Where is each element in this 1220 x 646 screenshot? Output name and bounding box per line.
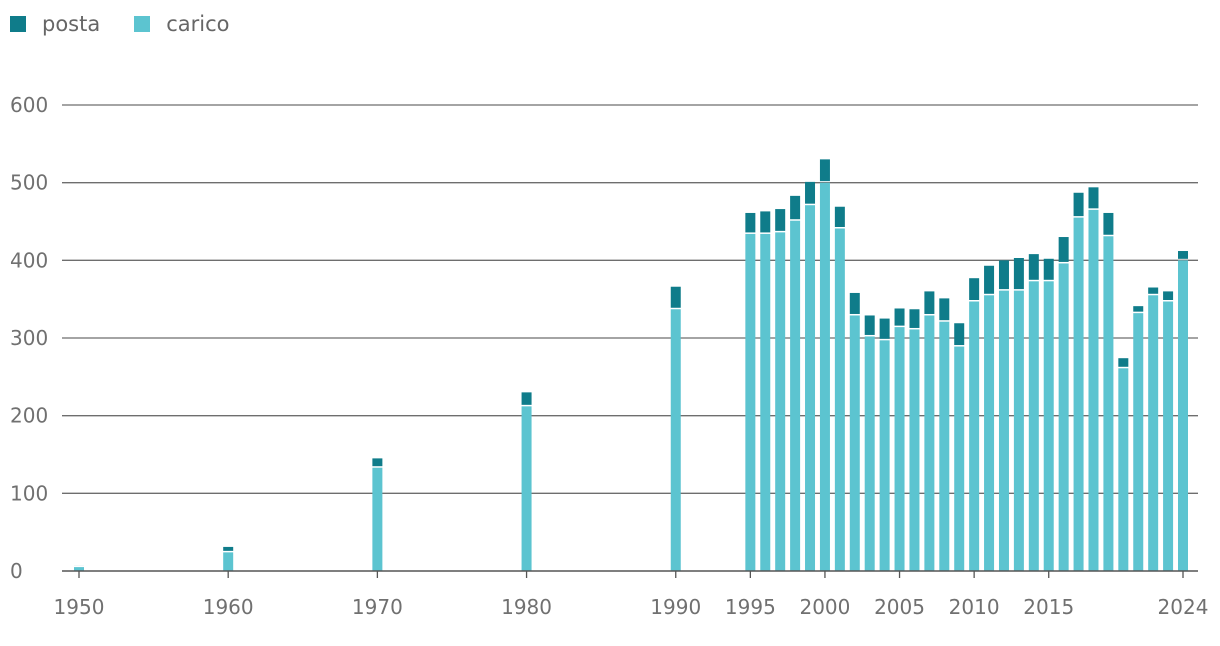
bar-carico [372,467,383,571]
bar-posta [775,209,786,231]
bar-posta [939,298,950,321]
bar-carico [1013,290,1024,571]
y-tick-label: 400 [10,248,48,272]
bar-posta [834,206,845,227]
legend: posta carico [10,12,264,36]
bar-carico [834,228,845,572]
legend-item-carico: carico [134,12,230,36]
x-tick-label: 2010 [949,595,1000,619]
bar-posta [1103,212,1114,235]
y-tick-label: 200 [10,404,48,428]
bar-carico [1028,281,1039,571]
bar-posta [819,159,830,182]
y-tick-label: 300 [10,326,48,350]
bar-posta [1028,254,1039,280]
bar-posta [849,292,860,314]
bar-posta [1073,192,1084,217]
bar-posta [670,286,681,308]
x-tick-label: 1950 [54,595,105,619]
x-tick-label: 1970 [352,595,403,619]
bar-posta [1163,291,1174,300]
bar-posta [1118,358,1129,367]
bar-carico [849,315,860,571]
bar-carico [924,315,935,571]
x-tick-label: 1990 [650,595,701,619]
bar-carico [74,567,84,571]
bar-carico [1163,301,1174,571]
x-tick-label: 1995 [725,595,776,619]
x-tick-label: 1980 [501,595,552,619]
bar-posta [984,265,995,294]
y-tick-label: 600 [10,93,48,117]
bar-carico [954,346,965,571]
bar-carico [894,327,905,571]
bar-posta [879,318,890,339]
bar-posta [1133,306,1144,312]
bar-posta [1178,251,1188,259]
bar-posta [745,212,756,233]
bar-carico [1178,260,1188,571]
bar-carico [805,205,816,571]
bar-carico [1073,217,1084,571]
x-tick-label: 2024 [1158,595,1209,619]
bar-carico [939,321,950,571]
bar-carico [819,182,830,571]
bar-posta [790,195,801,220]
bar-posta [924,291,935,314]
bar-posta [1148,287,1159,294]
bar-carico [760,233,771,571]
bar-carico [969,301,980,571]
legend-label-posta: posta [42,12,101,36]
bar-carico [223,552,234,571]
bar-carico [1058,263,1069,571]
bar-carico [745,233,756,571]
bar-carico [775,232,786,571]
y-tick-label: 0 [10,559,23,583]
bar-posta [1088,187,1099,209]
bar-carico [864,336,875,571]
bar-posta [894,308,905,326]
bar-carico [1088,209,1099,571]
bar-carico [879,340,890,571]
bar-posta [521,392,532,405]
y-tick-label: 100 [10,481,48,505]
bar-carico [521,406,532,571]
bar-posta [998,260,1009,290]
bar-carico [1043,281,1054,571]
bar-carico [670,309,681,571]
bar-posta [805,181,816,204]
bar-posta [1013,258,1024,290]
x-tick-label: 2005 [874,595,925,619]
x-tick-label: 2015 [1023,595,1074,619]
bar-posta [864,315,875,335]
bar-posta [760,211,771,233]
y-tick-label: 500 [10,171,48,195]
bar-carico [984,295,995,571]
bar-carico [1133,313,1144,571]
x-tick-label: 1960 [203,595,254,619]
bar-carico [1148,295,1159,571]
bar-posta [1058,237,1069,262]
legend-item-posta: posta [10,12,100,36]
x-tick-label: 2000 [799,595,850,619]
bar-posta [1043,258,1054,280]
bar-posta [969,278,980,300]
legend-swatch-posta [10,16,26,32]
bar-carico [998,290,1009,571]
bar-posta [909,309,920,328]
bar-carico [1103,236,1114,572]
bar-carico [790,220,801,571]
bar-posta [223,546,234,551]
bar-posta [954,323,965,346]
legend-label-carico: carico [166,12,230,36]
bar-carico [909,329,920,571]
legend-swatch-carico [134,16,151,32]
bar-carico [1118,368,1129,571]
bar-posta [372,458,383,467]
